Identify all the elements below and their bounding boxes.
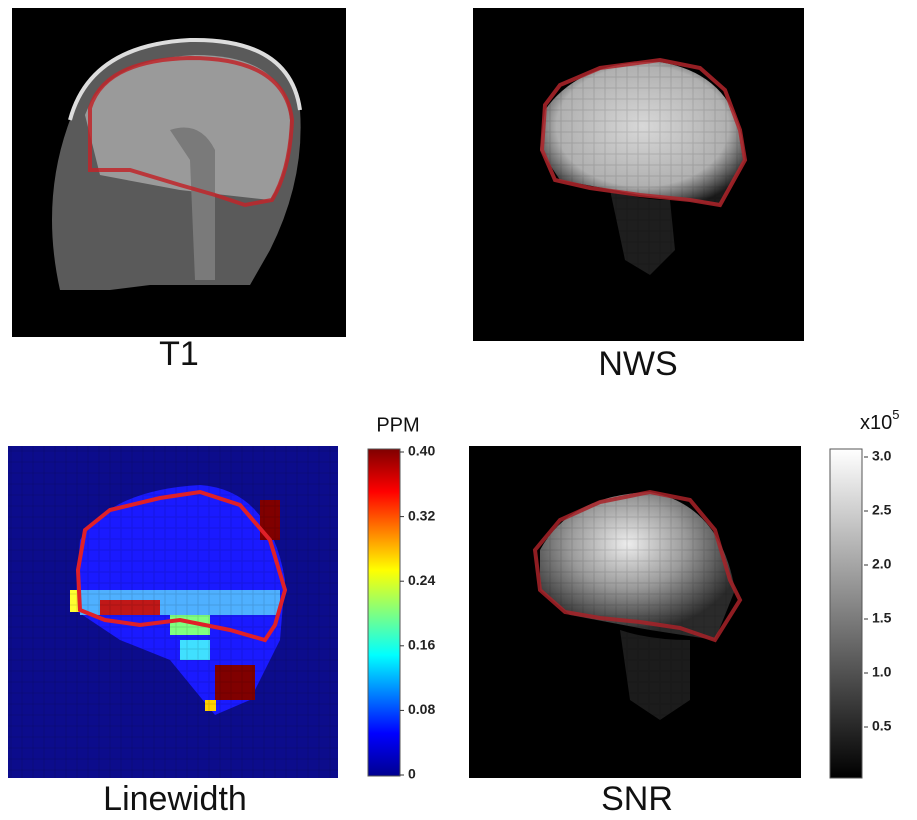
tick-label: 0.5 bbox=[872, 718, 892, 734]
tick-label: 0 bbox=[408, 766, 416, 782]
colorbar bbox=[368, 449, 400, 776]
snr-image bbox=[469, 446, 801, 778]
nws-image bbox=[473, 8, 804, 341]
tick-label: 0.24 bbox=[408, 572, 435, 588]
colorbar-title: x105 bbox=[860, 407, 899, 434]
colorbar-ticks: 0.40 0.32 0.24 0.16 0.08 0 bbox=[400, 443, 435, 782]
panel-label: NWS bbox=[598, 345, 677, 383]
tick-label: 0.16 bbox=[408, 637, 435, 653]
t1-image bbox=[12, 8, 346, 337]
figure: T1 NWS Linewidth PPM 0.40 0.32 0.24 0.16 0.0… bbox=[0, 0, 917, 820]
colorbar-ticks: 3.0 2.5 2.0 1.5 1.0 0.5 bbox=[864, 448, 892, 734]
panel-label: T1 bbox=[159, 335, 199, 373]
tick-label: 2.5 bbox=[872, 502, 892, 518]
colorbar bbox=[830, 449, 862, 778]
tick-label: 0.32 bbox=[408, 507, 435, 523]
panel-label: SNR bbox=[601, 780, 673, 818]
tick-label: 1.0 bbox=[872, 664, 892, 680]
page: {"panels": [{"label": "T1"}, {"label": "… bbox=[0, 0, 917, 820]
colorbar-title-exponent: 5 bbox=[892, 407, 899, 422]
colorbar-title: PPM bbox=[376, 414, 419, 436]
tick-label: 2.0 bbox=[872, 556, 892, 572]
tick-label: 1.5 bbox=[872, 610, 892, 626]
tick-label: 3.0 bbox=[872, 448, 892, 464]
tick-label: 0.08 bbox=[408, 701, 435, 717]
colorbar-title-base: x10 bbox=[860, 412, 892, 434]
linewidth-image bbox=[8, 446, 338, 778]
tick-label: 0.40 bbox=[408, 443, 435, 459]
panel-label: Linewidth bbox=[103, 780, 247, 818]
